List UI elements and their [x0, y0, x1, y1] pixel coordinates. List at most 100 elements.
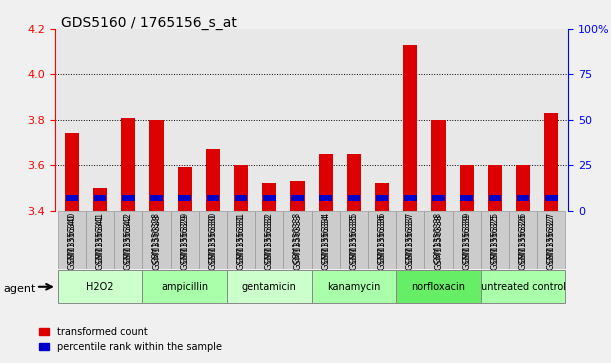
Bar — [376, 195, 389, 201]
Text: GSM1356341: GSM1356341 — [95, 213, 104, 270]
Text: GSM1356338: GSM1356338 — [434, 213, 443, 270]
Bar — [121, 118, 136, 211]
Bar — [170, 211, 199, 269]
Bar — [425, 211, 453, 269]
Text: GSM1356330: GSM1356330 — [208, 212, 218, 263]
Bar — [58, 270, 142, 303]
Text: GSM1356341: GSM1356341 — [95, 212, 104, 263]
Bar — [509, 211, 537, 269]
Bar — [375, 183, 389, 211]
Bar — [142, 270, 227, 303]
Text: GSM1356336: GSM1356336 — [378, 213, 387, 270]
Bar — [348, 195, 360, 201]
Bar — [537, 211, 565, 269]
Text: GSM1356336: GSM1356336 — [378, 212, 387, 263]
Bar — [207, 195, 219, 201]
Bar — [460, 195, 473, 201]
Bar — [178, 195, 191, 201]
Legend: transformed count, percentile rank within the sample: transformed count, percentile rank withi… — [35, 323, 225, 356]
Text: gentamicin: gentamicin — [242, 282, 297, 292]
Text: GSM1356335: GSM1356335 — [349, 213, 359, 270]
Bar — [489, 195, 501, 201]
Text: agent: agent — [3, 284, 35, 294]
Text: GSM1356330: GSM1356330 — [208, 213, 218, 270]
Bar — [93, 188, 107, 211]
Text: GSM1356340: GSM1356340 — [67, 212, 76, 263]
Text: GSM1356342: GSM1356342 — [124, 213, 133, 270]
Text: GSM1356342: GSM1356342 — [124, 212, 133, 263]
Text: GSM1356337: GSM1356337 — [406, 213, 415, 270]
Bar — [58, 211, 86, 269]
Bar — [290, 181, 304, 211]
Bar — [431, 120, 445, 211]
Text: GSM1356331: GSM1356331 — [236, 213, 246, 270]
Text: GSM1356334: GSM1356334 — [321, 213, 330, 270]
Text: GSM1356327: GSM1356327 — [547, 213, 556, 270]
Bar — [199, 211, 227, 269]
Text: GSM1356334: GSM1356334 — [321, 212, 330, 263]
Text: GSM1356337: GSM1356337 — [406, 212, 415, 263]
Text: GSM1356329: GSM1356329 — [180, 213, 189, 270]
Text: GSM1356340: GSM1356340 — [67, 213, 76, 270]
Text: GSM1356338: GSM1356338 — [434, 212, 443, 263]
Bar — [459, 165, 474, 211]
Text: GSM1356325: GSM1356325 — [491, 212, 499, 263]
Bar — [150, 120, 164, 211]
Bar — [114, 211, 142, 269]
Bar — [516, 165, 530, 211]
Bar — [404, 195, 417, 201]
Text: ampicillin: ampicillin — [161, 282, 208, 292]
Bar — [255, 211, 284, 269]
Bar — [481, 270, 565, 303]
Bar — [122, 195, 134, 201]
Bar — [312, 270, 396, 303]
Text: kanamycin: kanamycin — [327, 282, 381, 292]
Bar — [262, 183, 276, 211]
Bar — [65, 133, 79, 211]
Bar — [284, 211, 312, 269]
Text: norfloxacin: norfloxacin — [412, 282, 466, 292]
Text: GDS5160 / 1765156_s_at: GDS5160 / 1765156_s_at — [61, 16, 237, 30]
Bar — [312, 211, 340, 269]
Bar — [65, 195, 78, 201]
Bar — [320, 195, 332, 201]
Text: GSM1356339: GSM1356339 — [462, 212, 471, 263]
Bar — [234, 165, 248, 211]
Text: GSM1356326: GSM1356326 — [519, 212, 528, 263]
Bar — [481, 211, 509, 269]
Bar — [517, 195, 530, 201]
Text: GSM1356333: GSM1356333 — [293, 213, 302, 270]
Bar — [178, 167, 192, 211]
Text: GSM1356335: GSM1356335 — [349, 212, 359, 263]
Bar — [206, 149, 220, 211]
Text: GSM1356332: GSM1356332 — [265, 213, 274, 270]
Text: GSM1356328: GSM1356328 — [152, 212, 161, 263]
Bar — [291, 195, 304, 201]
Text: GSM1356327: GSM1356327 — [547, 212, 556, 263]
Bar — [347, 154, 361, 211]
Text: GSM1356339: GSM1356339 — [462, 213, 471, 270]
Text: GSM1356326: GSM1356326 — [519, 213, 528, 270]
Text: GSM1356329: GSM1356329 — [180, 212, 189, 263]
Bar — [319, 154, 333, 211]
Text: GSM1356328: GSM1356328 — [152, 213, 161, 270]
Text: GSM1356332: GSM1356332 — [265, 212, 274, 263]
Bar — [235, 195, 247, 201]
Bar — [263, 195, 276, 201]
Bar — [150, 195, 163, 201]
Bar — [453, 211, 481, 269]
Bar — [340, 211, 368, 269]
Bar — [544, 113, 558, 211]
Bar — [403, 45, 417, 211]
Bar — [545, 195, 558, 201]
Bar — [142, 211, 170, 269]
Bar — [396, 270, 481, 303]
Bar — [86, 211, 114, 269]
Bar — [227, 270, 312, 303]
Text: untreated control: untreated control — [481, 282, 566, 292]
Bar — [396, 211, 425, 269]
Text: GSM1356325: GSM1356325 — [491, 213, 499, 270]
Bar — [227, 211, 255, 269]
Text: GSM1356333: GSM1356333 — [293, 212, 302, 263]
Bar — [368, 211, 396, 269]
